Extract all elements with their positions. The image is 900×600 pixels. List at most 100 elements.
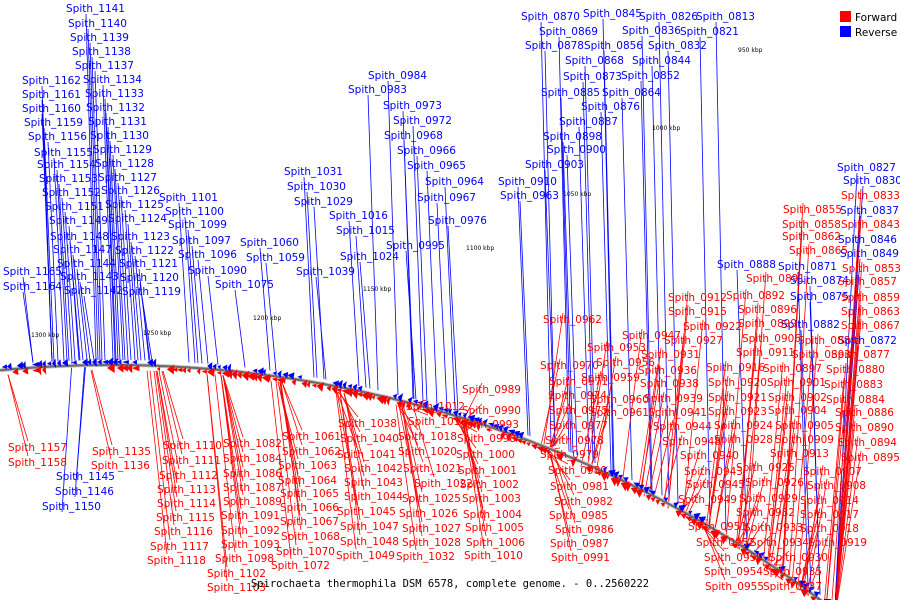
reverse-gene-label-spith-0964: Spith_0964 — [425, 176, 484, 188]
forward-leader-line-252 — [206, 373, 228, 582]
reverse-gene-label-spith-1125: Spith_1125 — [105, 199, 164, 211]
reverse-gene-label-spith-0845: Spith_0845 — [583, 8, 642, 20]
forward-gene-104 — [421, 408, 430, 414]
forward-gene-139 — [530, 444, 538, 450]
forward-leader-line-253 — [162, 370, 184, 440]
forward-gene-73 — [311, 383, 317, 388]
forward-gene-183 — [730, 542, 738, 549]
forward-gene-166 — [655, 499, 661, 505]
forward-gene-180 — [710, 530, 721, 540]
forward-leader-line-171 — [735, 505, 757, 548]
forward-leader-line-138 — [824, 377, 845, 600]
forward-leader-line-202 — [553, 455, 575, 496]
forward-gene-93 — [386, 396, 391, 407]
reverse-leader-line-76 — [603, 50, 615, 472]
reverse-leader-line-45 — [259, 247, 271, 371]
forward-leader-line-134 — [586, 340, 608, 470]
forward-gene-label-spith-1084: Spith_1084 — [223, 453, 282, 465]
reverse-gene-label-spith-1130: Spith_1130 — [90, 130, 149, 142]
forward-gene-label-spith-0923: Spith_0923 — [708, 406, 767, 418]
reverse-gene-label-spith-0900: Spith_0900 — [547, 144, 606, 156]
reverse-gene-label-spith-0972: Spith_0972 — [393, 115, 452, 127]
reverse-leader-line-81 — [640, 80, 652, 490]
forward-gene-label-spith-0928: Spith_0928 — [714, 434, 773, 446]
reverse-gene-label-spith-0869: Spith_0869 — [539, 26, 598, 38]
forward-leader-line-244 — [222, 375, 244, 468]
reverse-leader-line-22 — [120, 195, 132, 361]
forward-gene-134 — [510, 437, 519, 443]
reverse-gene-27 — [122, 360, 129, 365]
reverse-leader-line-71 — [715, 21, 727, 532]
tick-label-6: 1250 kbp — [143, 330, 171, 337]
reverse-gene-173 — [688, 510, 693, 515]
forward-gene-label-spith-0913: Spith_0913 — [770, 448, 829, 460]
forward-gene-label-spith-1065: Spith_1065 — [280, 488, 339, 500]
reverse-gene-177 — [698, 516, 707, 524]
forward-gene-label-spith-0927: Spith_0927 — [664, 335, 723, 347]
reverse-gene-label-spith-1024: Spith_1024 — [340, 251, 399, 263]
forward-gene-label-spith-0998: Spith_0998 — [457, 433, 516, 445]
forward-gene-label-spith-0955: Spith_0955 — [705, 581, 764, 593]
forward-gene-label-spith-1112: Spith_1112 — [159, 470, 218, 482]
forward-gene-label-spith-1098: Spith_1098 — [215, 553, 274, 565]
reverse-leader-line-56 — [367, 94, 379, 391]
forward-gene-39 — [186, 368, 191, 374]
forward-gene-77 — [331, 384, 339, 395]
reverse-leader-line-86 — [562, 141, 574, 454]
reverse-gene-label-spith-0878: Spith_0878 — [525, 40, 584, 52]
forward-gene-label-spith-0896: Spith_0896 — [738, 304, 797, 316]
reverse-gene-70 — [297, 375, 303, 380]
forward-leader-line-227 — [343, 392, 365, 491]
forward-gene-label-spith-0926: Spith_0926 — [745, 477, 804, 489]
forward-gene-91 — [376, 395, 385, 405]
forward-leader-line-208 — [549, 453, 571, 538]
forward-gene-label-spith-0943: Spith_0943 — [684, 466, 743, 478]
forward-leader-line-257 — [156, 370, 178, 498]
reverse-gene-label-spith-1165: Spith_1165 — [3, 266, 62, 278]
forward-leader-line-154 — [652, 419, 674, 501]
forward-gene-label-spith-1118: Spith_1118 — [147, 555, 206, 567]
reverse-gene-label-spith-1134: Spith_1134 — [83, 74, 142, 86]
reverse-leader-line-17 — [56, 169, 68, 361]
forward-gene-40 — [196, 367, 201, 375]
reverse-gene-13 — [51, 358, 57, 368]
forward-leader-line-231 — [335, 391, 357, 550]
reverse-leader-line-60 — [416, 155, 428, 403]
reverse-gene-label-spith-0887: Spith_0887 — [559, 116, 618, 128]
forward-gene-48 — [221, 369, 230, 378]
reverse-leader-line-78 — [584, 65, 596, 463]
tick-label-2: 1050 kbp — [563, 191, 591, 198]
reverse-gene-label-spith-0965: Spith_0965 — [407, 160, 466, 172]
forward-gene-label-spith-0863: Spith_0863 — [841, 306, 900, 318]
forward-leader-line-246 — [222, 375, 244, 496]
reverse-leader-line-77 — [667, 50, 679, 504]
reverse-leader-line-8 — [104, 98, 116, 361]
reverse-gene-207 — [823, 598, 832, 600]
reverse-leader-line-1 — [87, 28, 99, 361]
reverse-leader-line-26 — [127, 223, 139, 361]
reverse-leader-line-59 — [403, 140, 415, 400]
forward-gene-label-spith-0922: Spith_0922 — [683, 321, 742, 333]
forward-gene-label-spith-1002: Spith_1002 — [460, 479, 519, 491]
reverse-gene-label-spith-1131: Spith_1131 — [88, 116, 147, 128]
forward-gene-185 — [740, 548, 748, 556]
reverse-leader-line-13 — [47, 141, 59, 362]
forward-leader-line-188 — [547, 388, 569, 454]
forward-leader-line-222 — [337, 391, 359, 418]
forward-gene-119 — [466, 420, 474, 428]
reverse-gene-64 — [277, 370, 282, 379]
forward-gene-label-spith-0912: Spith_0912 — [668, 292, 727, 304]
forward-leader-line-121 — [682, 319, 704, 517]
reverse-leader-line-61 — [426, 170, 438, 406]
forward-leader-line-125 — [735, 345, 757, 548]
forward-gene-label-spith-0961: Spith_0961 — [590, 407, 649, 419]
forward-gene-36 — [171, 367, 178, 372]
reverse-gene-label-spith-1155: Spith_1155 — [34, 147, 93, 159]
reverse-gene-15 — [61, 358, 69, 367]
reverse-leader-line-24 — [124, 209, 136, 361]
forward-gene-46 — [216, 370, 222, 376]
forward-leader-line-157 — [836, 435, 859, 600]
forward-gene-label-spith-0908: Spith_0908 — [807, 480, 866, 492]
forward-gene-label-spith-0859: Spith_0859 — [841, 292, 900, 304]
